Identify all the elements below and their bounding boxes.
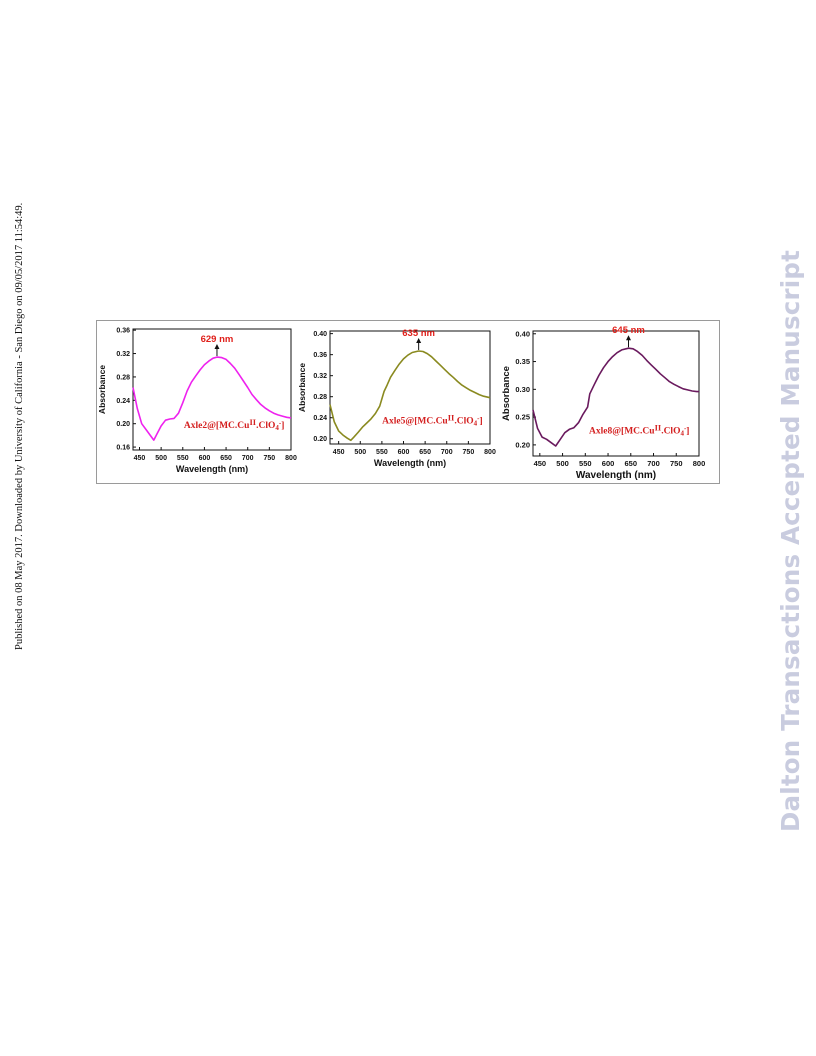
spectrum-line [329,350,491,442]
y-tick-label: 0.20 [116,421,130,428]
y-tick-label: 0.24 [313,415,327,422]
compound-label-sub: 4 [275,424,279,432]
x-tick-label: 650 [220,455,232,462]
x-tick-label: 500 [556,459,569,468]
y-tick-label: 0.36 [313,352,327,359]
y-tick-label: 0.40 [313,331,327,338]
x-tick-label: 750 [463,449,475,456]
x-tick-label: 500 [354,449,366,456]
compound-label: Axle5@[MC.CuII.ClO4-] [382,413,482,428]
y-tick-label: 0.25 [515,413,530,422]
y-tick-label: 0.28 [313,394,327,401]
y-tick-label: 0.20 [515,440,530,449]
compound-label: Axle8@[MC.CuII.ClO4-] [589,423,689,438]
x-tick-label: 600 [398,449,410,456]
y-tick-label: 0.28 [116,374,130,381]
compound-label-sup: II [249,417,256,427]
spectrum-line [132,356,292,441]
y-tick-label: 0.35 [515,357,530,366]
compound-label-prefix: Axle2@[MC.Cu [184,421,250,431]
compound-label-prefix: Axle5@[MC.Cu [382,417,448,427]
y-axis-title: Absorbance [501,366,512,421]
peak-label: 635 nm [402,328,435,339]
compound-label: Axle2@[MC.CuII.ClO4-] [184,417,284,432]
peak-arrow-head [416,337,422,343]
publication-note: Published on 08 May 2017. Downloaded by … [14,202,25,650]
plot-frame [132,328,292,451]
y-tick-label: 0.20 [313,436,327,443]
compound-label-sup2: - [279,419,282,427]
accepted-manuscript-watermark: Dalton Transactions Accepted Manuscript [776,250,805,832]
peak-arrow-head [214,344,220,350]
compound-label-mid: .ClO [454,417,473,427]
x-tick-label: 650 [419,449,431,456]
x-tick-label: 550 [376,449,388,456]
chart-1: 450 500 550 600 650 700 750 800 0.16 0.20 0.24 0.28… [97,328,297,474]
plot-frame [532,330,700,457]
x-tick-label: 650 [625,459,638,468]
compound-label-suffix: ] [686,427,689,437]
plot-frame [329,330,491,445]
y-axis-title: Absorbance [97,365,107,414]
compound-label-sup: II [448,413,455,423]
x-tick-label: 600 [199,455,211,462]
y-tick-label: 0.40 [515,329,530,338]
y-tick-label: 0.30 [515,385,530,394]
compound-label-sup2: - [477,415,480,423]
x-tick-label: 750 [670,459,683,468]
x-tick-label: 450 [534,459,547,468]
y-tick-label: 0.16 [116,445,130,452]
spectrum-line [532,347,699,447]
spectra-figure: 450 500 550 600 650 700 750 800 0.16 0.20 0.24 0.28… [97,325,705,481]
compound-label-sup: II [655,423,662,433]
peak-label: 645 nm [612,325,645,336]
peak-arrow-head [626,335,632,341]
y-tick-label: 0.32 [313,373,327,380]
chart-3: 450 500 550 600 650 700 750 800 0.20 0.25 0.30 0.35… [501,325,705,481]
x-tick-label: 700 [441,449,453,456]
x-tick-label: 500 [155,455,167,462]
x-tick-label: 550 [579,459,592,468]
x-tick-label: 800 [693,459,706,468]
peak-label: 629 nm [201,334,234,345]
compound-label-prefix: Axle8@[MC.Cu [589,427,655,437]
x-axis-title: Wavelength (nm) [374,458,446,468]
y-axis-title: Absorbance [297,363,307,412]
figure-panel: 450 500 550 600 650 700 750 800 0.16 0.20 0.24 0.28… [96,320,720,484]
compound-label-sub: 4 [680,430,684,438]
x-tick-label: 600 [602,459,615,468]
y-tick-label: 0.32 [116,351,130,358]
x-tick-label: 450 [333,449,345,456]
x-tick-label: 800 [484,449,496,456]
compound-label-suffix: ] [479,417,482,427]
x-axis-title: Wavelength (nm) [576,470,656,481]
compound-label-sub: 4 [474,420,478,428]
x-tick-label: 750 [264,455,276,462]
x-tick-label: 450 [134,455,146,462]
x-tick-label: 700 [242,455,254,462]
x-tick-label: 800 [285,455,297,462]
compound-label-mid: .ClO [256,421,275,431]
y-tick-label: 0.36 [116,328,130,335]
x-tick-label: 700 [647,459,660,468]
y-tick-label: 0.24 [116,398,130,405]
compound-label-mid: .ClO [661,427,680,437]
chart-2: 450 500 550 600 650 700 750 800 0.20 0.24 0.28 0.32… [297,328,496,468]
x-axis-title: Wavelength (nm) [176,464,248,474]
x-tick-label: 550 [177,455,189,462]
compound-label-suffix: ] [281,421,284,431]
compound-label-sup2: - [684,425,687,433]
